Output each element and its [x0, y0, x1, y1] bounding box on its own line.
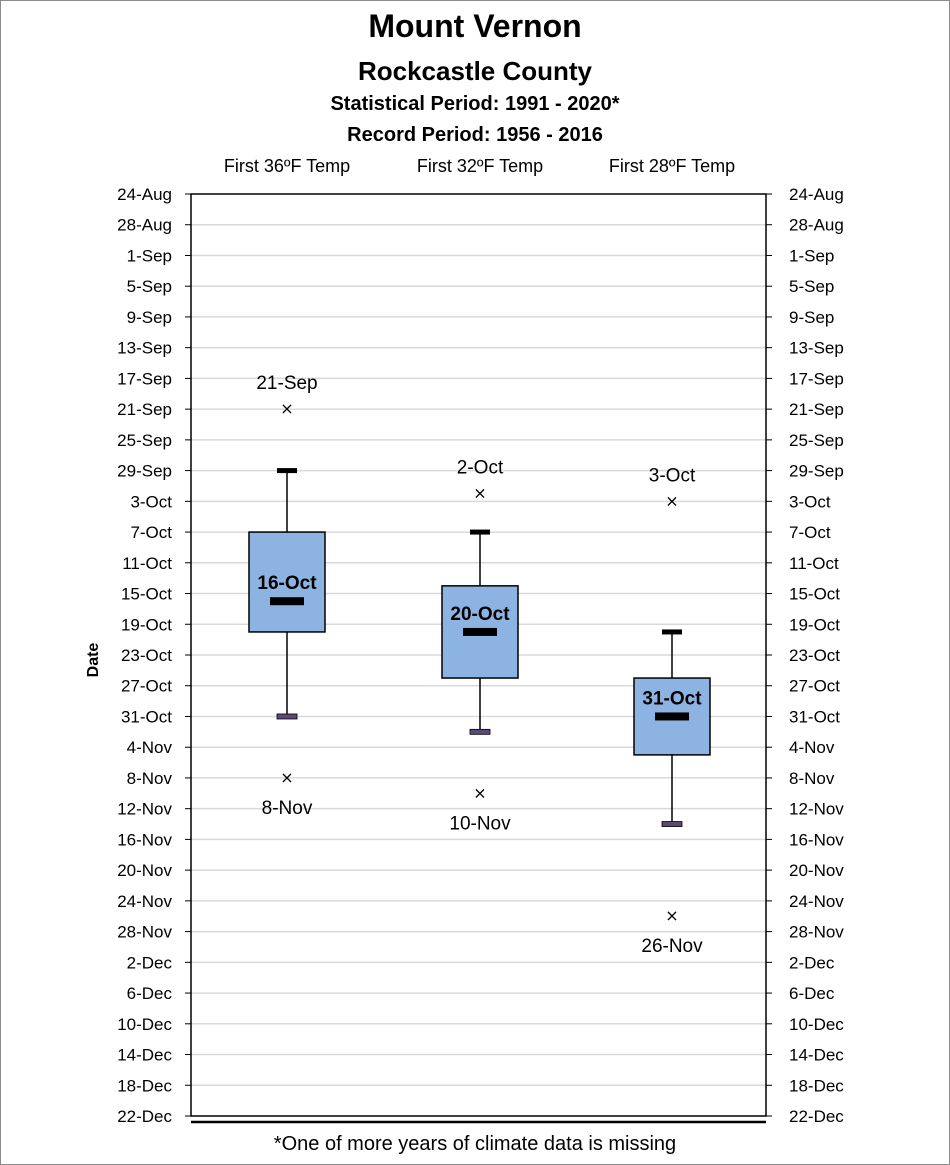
- record-period: Record Period: 1956 - 2016: [347, 124, 603, 146]
- category-label-28f: First 28ºF Temp: [608, 156, 736, 176]
- median-marker: [463, 627, 497, 636]
- y-tick-label-right: 12-Nov: [789, 800, 844, 819]
- median-label: 20-Oct: [450, 604, 510, 625]
- y-tick-label-right: 31-Oct: [789, 707, 840, 726]
- y-tick-label-right: 19-Oct: [789, 615, 840, 634]
- y-tick-label-left: 8-Nov: [127, 769, 173, 788]
- y-axis-title: Date: [85, 643, 102, 678]
- y-tick-label-right: 5-Sep: [789, 277, 834, 296]
- category-label-36f: First 36ºF Temp: [223, 156, 351, 176]
- record-latest-label: 26-Nov: [641, 936, 703, 957]
- y-tick-label-left: 20-Nov: [117, 861, 172, 880]
- y-tick-label-right: 25-Sep: [789, 431, 844, 450]
- y-tick-label-right: 11-Oct: [789, 554, 839, 573]
- record-latest-marker: ×: [665, 906, 678, 925]
- y-tick-label-left: 14-Dec: [117, 1046, 172, 1065]
- y-tick-label-left: 19-Oct: [121, 615, 172, 634]
- y-tick-label-left: 13-Sep: [117, 339, 172, 358]
- y-tick-label-right: 23-Oct: [789, 646, 840, 665]
- y-tick-label-right: 24-Nov: [789, 892, 844, 911]
- y-tick-label-right: 3-Oct: [789, 492, 831, 511]
- y-tick-label-right: 18-Dec: [789, 1076, 844, 1095]
- y-tick-label-left: 4-Nov: [127, 738, 173, 757]
- y-tick-label-right: 22-Dec: [789, 1107, 844, 1126]
- y-tick-label-right: 1-Sep: [789, 246, 834, 265]
- y-tick-label-right: 29-Sep: [789, 462, 844, 481]
- y-tick-label-left: 6-Dec: [127, 984, 173, 1003]
- y-tick-label-left: 25-Sep: [117, 431, 172, 450]
- chart-subtitle: Rockcastle County: [357, 56, 593, 86]
- y-tick-label-right: 4-Nov: [789, 738, 835, 757]
- whisker-cap-late: [469, 728, 491, 735]
- record-latest-marker: ×: [280, 768, 293, 787]
- y-tick-label-right: 10-Dec: [789, 1015, 844, 1034]
- statistical-period: Statistical Period: 1991 - 2020*: [330, 93, 620, 115]
- whisker-cap-early: [277, 468, 297, 474]
- y-tick-label-right: 15-Oct: [789, 585, 840, 604]
- record-latest-marker: ×: [473, 783, 486, 802]
- plot-area: [190, 193, 767, 1117]
- whisker-cap-early: [662, 629, 682, 635]
- y-tick-label-left: 27-Oct: [121, 677, 172, 696]
- y-tick-label-right: 28-Nov: [789, 923, 844, 942]
- median-label: 16-Oct: [257, 573, 317, 594]
- y-tick-label-left: 11-Oct: [122, 554, 172, 573]
- record-earliest-label: 21-Sep: [256, 373, 317, 394]
- y-tick-label-left: 9-Sep: [127, 308, 172, 327]
- y-tick-label-left: 16-Nov: [117, 830, 172, 849]
- y-tick-label-left: 28-Nov: [117, 923, 172, 942]
- y-tick-label-left: 23-Oct: [121, 646, 172, 665]
- y-tick-label-right: 6-Dec: [789, 984, 835, 1003]
- y-tick-label-right: 16-Nov: [789, 830, 844, 849]
- y-tick-label-left: 22-Dec: [117, 1107, 172, 1126]
- y-tick-label-right: 14-Dec: [789, 1046, 844, 1065]
- y-tick-label-right: 28-Aug: [789, 216, 844, 235]
- chart-title: Mount Vernon: [368, 8, 582, 44]
- y-tick-label-right: 24-Aug: [789, 185, 844, 204]
- y-tick-label-right: 9-Sep: [789, 308, 834, 327]
- record-earliest-label: 3-Oct: [649, 465, 696, 486]
- y-tick-label-left: 24-Nov: [117, 892, 172, 911]
- whisker-cap-late: [276, 713, 298, 720]
- y-tick-label-left: 15-Oct: [121, 585, 172, 604]
- record-latest-label: 10-Nov: [449, 813, 511, 834]
- y-tick-label-left: 5-Sep: [127, 277, 172, 296]
- y-tick-label-left: 10-Dec: [117, 1015, 172, 1034]
- record-earliest-label: 2-Oct: [457, 458, 504, 479]
- whisker-cap-early: [470, 529, 490, 535]
- y-tick-label-right: 13-Sep: [789, 339, 844, 358]
- y-tick-label-left: 29-Sep: [117, 462, 172, 481]
- y-tick-label-left: 17-Sep: [117, 369, 172, 388]
- y-tick-label-right: 27-Oct: [789, 677, 840, 696]
- y-tick-label-left: 7-Oct: [130, 523, 172, 542]
- record-latest-label: 8-Nov: [262, 798, 313, 819]
- y-tick-label-left: 1-Sep: [127, 246, 172, 265]
- whisker-cap-late: [661, 821, 683, 827]
- y-tick-label-left: 21-Sep: [117, 400, 172, 419]
- y-tick-label-left: 28-Aug: [117, 216, 172, 235]
- record-earliest-marker: ×: [665, 491, 678, 510]
- median-marker: [655, 712, 689, 721]
- y-tick-label-right: 17-Sep: [789, 369, 844, 388]
- interquartile-box: [248, 531, 326, 633]
- y-tick-label-right: 21-Sep: [789, 400, 844, 419]
- y-tick-label-left: 18-Dec: [117, 1076, 172, 1095]
- y-tick-label-left: 31-Oct: [121, 707, 172, 726]
- y-tick-label-right: 2-Dec: [789, 953, 835, 972]
- y-tick-label-right: 7-Oct: [789, 523, 831, 542]
- category-label-32f: First 32ºF Temp: [416, 156, 544, 176]
- y-tick-label-right: 8-Nov: [789, 769, 835, 788]
- median-marker: [270, 597, 304, 606]
- record-earliest-marker: ×: [473, 484, 486, 503]
- record-earliest-marker: ×: [280, 399, 293, 418]
- y-tick-label-left: 3-Oct: [130, 492, 172, 511]
- y-tick-label-left: 12-Nov: [117, 800, 172, 819]
- median-label: 31-Oct: [642, 688, 702, 709]
- y-tick-label-left: 24-Aug: [117, 185, 172, 204]
- y-tick-label-right: 20-Nov: [789, 861, 844, 880]
- y-tick-label-left: 2-Dec: [127, 953, 173, 972]
- footnote: *One of more years of climate data is mi…: [273, 1133, 677, 1155]
